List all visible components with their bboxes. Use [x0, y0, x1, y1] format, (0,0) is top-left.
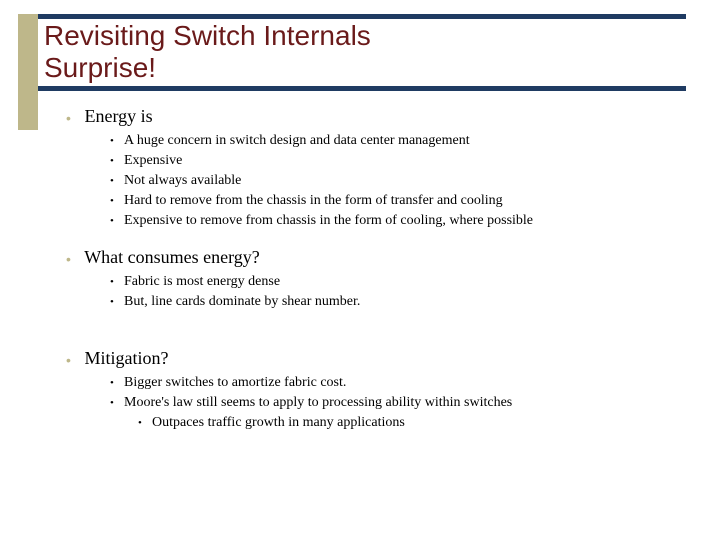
list-item: •Moore's law still seems to apply to pro…	[110, 393, 686, 413]
bullet-icon: •	[110, 212, 124, 231]
slide-body: • Energy is •A huge concern in switch de…	[66, 100, 686, 449]
bullet-icon: •	[66, 251, 80, 267]
section-items: •A huge concern in switch design and dat…	[110, 131, 686, 231]
list-item-text: Not always available	[124, 173, 241, 188]
bullet-icon: •	[66, 110, 80, 126]
bullet-icon: •	[110, 152, 124, 171]
section-heading-text: Mitigation?	[85, 348, 169, 368]
list-item: •Bigger switches to amortize fabric cost…	[110, 373, 686, 393]
list-item-text: Fabric is most energy dense	[124, 274, 280, 289]
title-line-1: Revisiting Switch Internals	[44, 20, 371, 51]
section-items: •Bigger switches to amortize fabric cost…	[110, 373, 686, 433]
list-item: •Expensive	[110, 151, 686, 171]
bullet-icon: •	[110, 374, 124, 393]
list-item-text: Expensive to remove from chassis in the …	[124, 213, 533, 228]
list-item-text: Hard to remove from the chassis in the f…	[124, 193, 503, 208]
list-item-text: Expensive	[124, 153, 182, 168]
list-item: •Hard to remove from the chassis in the …	[110, 191, 686, 211]
section-items: •Fabric is most energy dense •But, line …	[110, 272, 686, 312]
list-item: •But, line cards dominate by shear numbe…	[110, 292, 686, 312]
bullet-icon: •	[66, 352, 80, 368]
left-accent-bar	[18, 14, 38, 130]
section-heading-text: What consumes energy?	[84, 247, 260, 267]
bullet-icon: •	[110, 172, 124, 191]
top-rule	[38, 14, 686, 19]
list-item-text: But, line cards dominate by shear number…	[124, 294, 360, 309]
list-subitem-text: Outpaces traffic growth in many applicat…	[152, 415, 405, 430]
list-item: •Not always available	[110, 171, 686, 191]
slide-title: Revisiting Switch Internals Surprise!	[44, 20, 371, 84]
bullet-icon: •	[110, 192, 124, 211]
bullet-icon: •	[110, 132, 124, 151]
list-item: •A huge concern in switch design and dat…	[110, 131, 686, 151]
bullet-icon: •	[138, 414, 152, 433]
title-underline-rule	[38, 86, 686, 91]
section-heading-text: Energy is	[85, 106, 153, 126]
title-line-2: Surprise!	[44, 52, 156, 83]
slide: Revisiting Switch Internals Surprise! • …	[0, 0, 720, 540]
bullet-icon: •	[110, 293, 124, 312]
bullet-icon: •	[110, 273, 124, 292]
section-heading: • What consumes energy?	[66, 247, 686, 268]
list-item-text: A huge concern in switch design and data…	[124, 133, 470, 148]
list-item-text: Bigger switches to amortize fabric cost.	[124, 375, 346, 390]
spacer	[66, 328, 686, 342]
list-item: •Expensive to remove from chassis in the…	[110, 211, 686, 231]
bullet-icon: •	[110, 394, 124, 413]
list-subitem: •Outpaces traffic growth in many applica…	[138, 413, 686, 433]
section-heading: • Energy is	[66, 106, 686, 127]
list-item-text: Moore's law still seems to apply to proc…	[124, 395, 512, 410]
section-heading: • Mitigation?	[66, 348, 686, 369]
list-item: •Fabric is most energy dense	[110, 272, 686, 292]
